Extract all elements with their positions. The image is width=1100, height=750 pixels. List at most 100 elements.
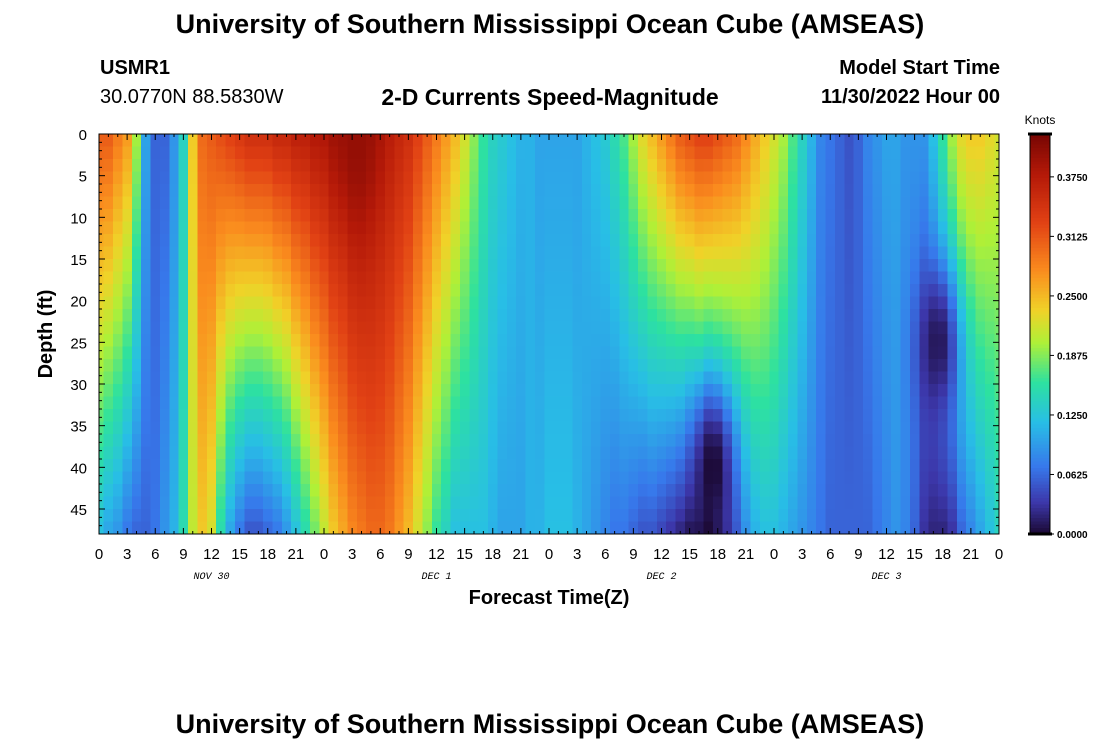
heatmap-cell [300,221,311,235]
heatmap-cell [919,146,930,160]
heatmap-cell [694,209,705,223]
heatmap-cell [544,284,555,298]
heatmap-cell [450,271,461,285]
heatmap-cell [366,309,377,323]
heatmap-cell [534,221,545,235]
heatmap-cell [741,459,752,473]
heatmap-cell [206,496,217,510]
heatmap-cell [291,446,302,460]
heatmap-cell [459,509,470,523]
heatmap-cell [113,196,124,210]
heatmap-cell [891,209,902,223]
heatmap-cell [291,134,302,148]
heatmap-cell [703,134,714,148]
heatmap-cell [928,171,939,185]
heatmap-cell [713,171,724,185]
heatmap-cell [469,184,480,198]
heatmap-cell [769,159,780,173]
colorbar-swatch [1030,174,1050,178]
heatmap-cell [441,321,452,335]
heatmap-cell [159,496,170,510]
heatmap-cell [459,296,470,310]
heatmap-cell [769,371,780,385]
heatmap-cell [534,521,545,535]
heatmap-cell [581,134,592,148]
heatmap-cell [113,296,124,310]
heatmap-cell [619,284,630,298]
heatmap-cell [853,221,864,235]
heatmap-cell [525,334,536,348]
heatmap-cell [966,509,977,523]
heatmap-cell [197,209,208,223]
heatmap-cell [534,509,545,523]
heatmap-cell [272,146,283,160]
heatmap-cell [872,359,883,373]
heatmap-cell [713,446,724,460]
x-tick-label: 21 [738,546,755,563]
x-tick-label: 21 [288,546,305,563]
heatmap-cell [975,371,986,385]
heatmap-cell [375,484,386,498]
heatmap-cell [619,296,630,310]
colorbar-swatch [1030,300,1050,305]
colorbar-swatch [1030,157,1050,162]
heatmap-cell [394,446,405,460]
x-tick-label: 21 [513,546,530,563]
heatmap-cell [759,396,770,410]
heatmap-cell [600,321,611,335]
heatmap-cell [581,421,592,435]
heatmap-cell [328,346,339,360]
heatmap-cell [291,171,302,185]
heatmap-cell [806,171,817,185]
heatmap-cell [788,434,799,448]
heatmap-cell [441,284,452,298]
heatmap-cell [750,384,761,398]
heatmap-cell [741,271,752,285]
heatmap-cell [656,284,667,298]
heatmap-cell [666,259,677,273]
colorbar-swatch [1030,397,1050,402]
heatmap-cell [488,309,499,323]
heatmap-cell [375,446,386,460]
heatmap-cell [450,421,461,435]
heatmap-cell [441,134,452,148]
heatmap-cell [609,496,620,510]
heatmap-cell [516,196,527,210]
heatmap-cell [99,284,105,298]
heatmap-cell [731,346,742,360]
heatmap-cell [638,496,649,510]
heatmap-cell [581,184,592,198]
heatmap-cell [253,159,264,173]
heatmap-cell [741,221,752,235]
heatmap-cell [788,246,799,260]
heatmap-cell [834,321,845,335]
heatmap-cell [984,159,995,173]
heatmap-cell [431,421,442,435]
heatmap-cell [638,234,649,248]
heatmap-cell [263,234,274,248]
heatmap-cell [188,146,199,160]
heatmap-cell [328,321,339,335]
heatmap-cell [891,246,902,260]
heatmap-cell [281,246,292,260]
heatmap-cell [619,346,630,360]
heatmap-cell [113,409,124,423]
heatmap-cell [103,371,114,385]
heatmap-cell [666,134,677,148]
heatmap-cell [347,509,358,523]
heatmap-cell [272,484,283,498]
heatmap-cell [206,446,217,460]
heatmap-cell [759,246,770,260]
heatmap-cell [431,234,442,248]
heatmap-cell [469,459,480,473]
colorbar-swatch [1030,180,1050,185]
colorbar-swatch [1030,207,1050,212]
heatmap-cell [778,309,789,323]
heatmap-cell [788,184,799,198]
heatmap-cell [806,396,817,410]
heatmap-cell [338,359,349,373]
heatmap-cell [572,334,583,348]
x-tick-label: 18 [934,546,951,563]
heatmap-cell [656,146,667,160]
heatmap-cell [525,459,536,473]
